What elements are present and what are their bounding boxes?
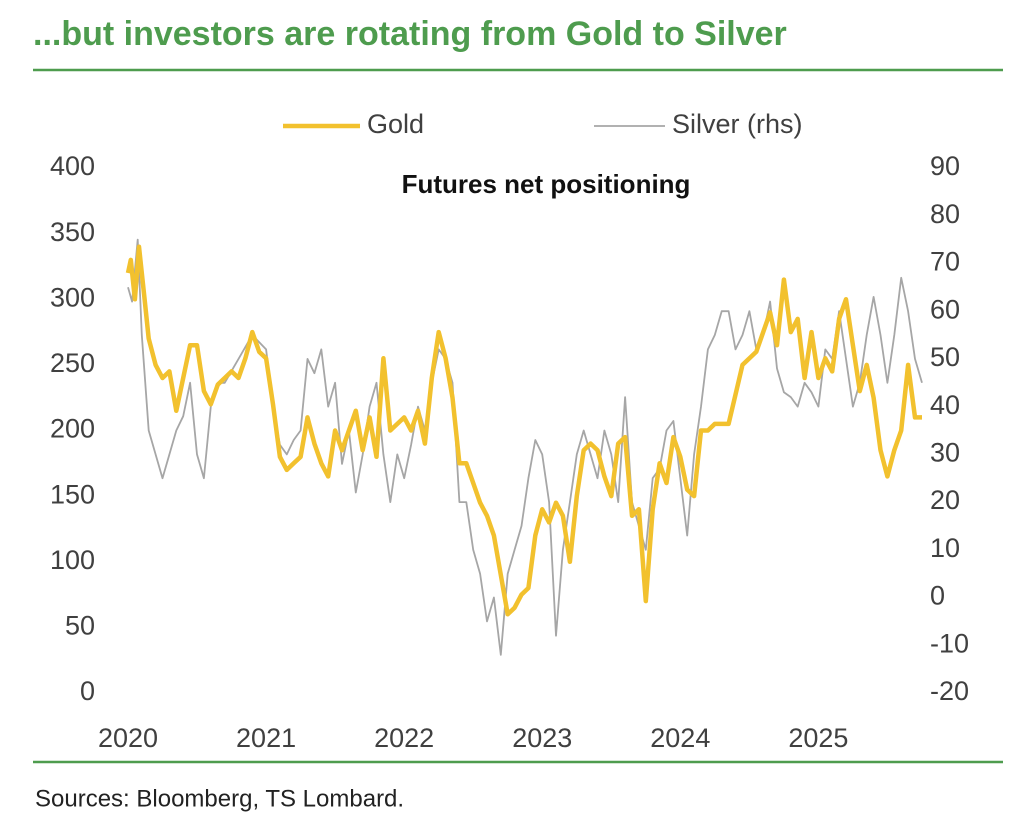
y-tick-label: 200: [50, 414, 95, 444]
y-tick-label: 50: [65, 611, 95, 641]
y-tick-label: 250: [50, 348, 95, 378]
y2-tick-label: 70: [930, 247, 960, 277]
chart-subtitle: Futures net positioning: [402, 169, 691, 199]
y2-tick-label: 20: [930, 485, 960, 515]
y-tick-label: 0: [80, 676, 95, 706]
y2-tick-label: 90: [930, 151, 960, 181]
legend-label: Gold: [367, 109, 424, 139]
x-tick-label: 2024: [650, 723, 710, 753]
x-tick-label: 2022: [374, 723, 434, 753]
y-tick-label: 100: [50, 545, 95, 575]
y2-tick-label: 0: [930, 581, 945, 611]
legend-label: Silver (rhs): [672, 109, 803, 139]
y-tick-label: 300: [50, 282, 95, 312]
y2-tick-label: 30: [930, 437, 960, 467]
y-tick-label: 150: [50, 479, 95, 509]
source-note: Sources: Bloomberg, TS Lombard.: [35, 785, 404, 812]
y2-tick-label: 60: [930, 294, 960, 324]
y2-tick-label: 50: [930, 342, 960, 372]
y2-tick-label: -10: [930, 628, 969, 658]
y-tick-label: 350: [50, 217, 95, 247]
x-tick-label: 2020: [98, 723, 158, 753]
chart-title: ...but investors are rotating from Gold …: [33, 15, 787, 53]
x-tick-label: 2023: [512, 723, 572, 753]
series-line: [125, 244, 922, 617]
y2-tick-label: 80: [930, 199, 960, 229]
y2-tick-label: 40: [930, 390, 960, 420]
x-tick-label: 2025: [788, 723, 848, 753]
y-tick-label: 400: [50, 151, 95, 181]
y2-tick-label: 10: [930, 533, 960, 563]
x-tick-label: 2021: [236, 723, 296, 753]
y2-tick-label: -20: [930, 676, 969, 706]
